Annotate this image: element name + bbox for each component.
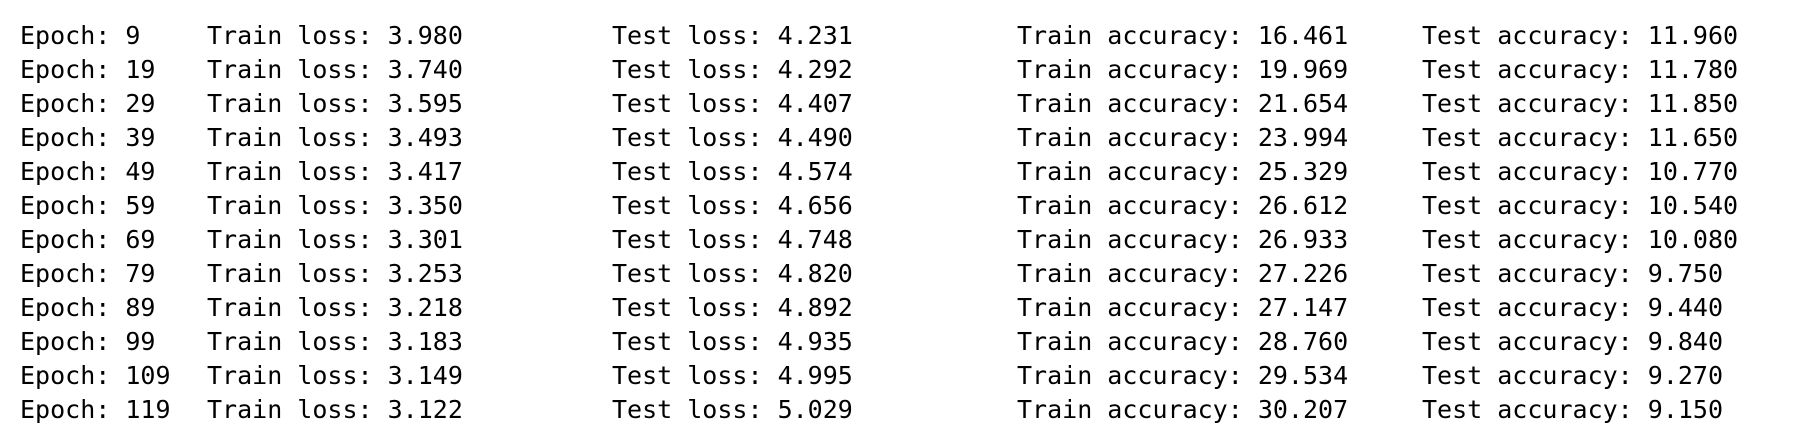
epoch-label: Epoch: 89: [20, 293, 156, 322]
train-accuracy-value: Train accuracy: 26.612: [1017, 191, 1349, 220]
train-loss-value: Train loss: 3.493: [207, 123, 463, 152]
log-line: Epoch: 79 Train loss: 3.253 Test loss: 4…: [0, 257, 1802, 291]
train-loss-value: Train loss: 3.595: [207, 89, 463, 118]
train-loss-value: Train loss: 3.980: [207, 21, 463, 50]
epoch-label: Epoch: 99: [20, 327, 156, 356]
epoch-label: Epoch: 19: [20, 55, 156, 84]
train-accuracy-value: Train accuracy: 26.933: [1017, 225, 1349, 254]
train-loss-value: Train loss: 3.417: [207, 157, 463, 186]
epoch-label: Epoch: 29: [20, 89, 156, 118]
train-loss-value: Train loss: 3.149: [207, 361, 463, 390]
test-accuracy-value: Test accuracy: 9.270: [1422, 361, 1724, 390]
train-accuracy-value: Train accuracy: 29.534: [1017, 361, 1349, 390]
epoch-label: Epoch: 59: [20, 191, 156, 220]
epoch-label: Epoch: 119: [20, 395, 171, 424]
train-loss-value: Train loss: 3.301: [207, 225, 463, 254]
train-loss-value: Train loss: 3.253: [207, 259, 463, 288]
log-line: Epoch: 49 Train loss: 3.417 Test loss: 4…: [0, 155, 1802, 189]
log-line: Epoch: 59 Train loss: 3.350 Test loss: 4…: [0, 189, 1802, 223]
train-loss-value: Train loss: 3.183: [207, 327, 463, 356]
train-loss-value: Train loss: 3.350: [207, 191, 463, 220]
train-accuracy-value: Train accuracy: 21.654: [1017, 89, 1349, 118]
train-accuracy-value: Train accuracy: 27.226: [1017, 259, 1349, 288]
test-accuracy-value: Test accuracy: 9.150: [1422, 395, 1724, 424]
test-loss-value: Test loss: 4.995: [612, 361, 853, 390]
test-accuracy-value: Test accuracy: 11.960: [1422, 21, 1739, 50]
log-line: Epoch: 69 Train loss: 3.301 Test loss: 4…: [0, 223, 1802, 257]
epoch-label: Epoch: 39: [20, 123, 156, 152]
log-line: Epoch: 119 Train loss: 3.122 Test loss: …: [0, 393, 1802, 427]
test-accuracy-value: Test accuracy: 10.540: [1422, 191, 1739, 220]
log-line: Epoch: 29 Train loss: 3.595 Test loss: 4…: [0, 87, 1802, 121]
test-loss-value: Test loss: 4.935: [612, 327, 853, 356]
test-loss-value: Test loss: 4.820: [612, 259, 853, 288]
epoch-label: Epoch: 49: [20, 157, 156, 186]
test-loss-value: Test loss: 4.407: [612, 89, 853, 118]
epoch-label: Epoch: 9: [20, 21, 141, 50]
log-line: Epoch: 9 Train loss: 3.980 Test loss: 4.…: [0, 19, 1802, 53]
test-accuracy-value: Test accuracy: 10.770: [1422, 157, 1739, 186]
test-loss-value: Test loss: 4.892: [612, 293, 853, 322]
test-accuracy-value: Test accuracy: 11.780: [1422, 55, 1739, 84]
train-accuracy-value: Train accuracy: 19.969: [1017, 55, 1349, 84]
test-loss-value: Test loss: 5.029: [612, 395, 853, 424]
epoch-label: Epoch: 69: [20, 225, 156, 254]
log-line: Epoch: 19 Train loss: 3.740 Test loss: 4…: [0, 53, 1802, 87]
train-accuracy-value: Train accuracy: 27.147: [1017, 293, 1349, 322]
test-accuracy-value: Test accuracy: 11.850: [1422, 89, 1739, 118]
test-accuracy-value: Test accuracy: 11.650: [1422, 123, 1739, 152]
log-line: Epoch: 109 Train loss: 3.149 Test loss: …: [0, 359, 1802, 393]
test-accuracy-value: Test accuracy: 10.080: [1422, 225, 1739, 254]
train-loss-value: Train loss: 3.218: [207, 293, 463, 322]
test-loss-value: Test loss: 4.574: [612, 157, 853, 186]
epoch-label: Epoch: 109: [20, 361, 171, 390]
log-line: Epoch: 39 Train loss: 3.493 Test loss: 4…: [0, 121, 1802, 155]
test-accuracy-value: Test accuracy: 9.840: [1422, 327, 1724, 356]
train-accuracy-value: Train accuracy: 16.461: [1017, 21, 1349, 50]
test-loss-value: Test loss: 4.231: [612, 21, 853, 50]
train-accuracy-value: Train accuracy: 30.207: [1017, 395, 1349, 424]
test-loss-value: Test loss: 4.490: [612, 123, 853, 152]
test-accuracy-value: Test accuracy: 9.750: [1422, 259, 1724, 288]
epoch-label: Epoch: 79: [20, 259, 156, 288]
train-accuracy-value: Train accuracy: 25.329: [1017, 157, 1349, 186]
test-loss-value: Test loss: 4.656: [612, 191, 853, 220]
test-accuracy-value: Test accuracy: 9.440: [1422, 293, 1724, 322]
train-loss-value: Train loss: 3.122: [207, 395, 463, 424]
test-loss-value: Test loss: 4.748: [612, 225, 853, 254]
train-accuracy-value: Train accuracy: 28.760: [1017, 327, 1349, 356]
test-loss-value: Test loss: 4.292: [612, 55, 853, 84]
log-line: Epoch: 89 Train loss: 3.218 Test loss: 4…: [0, 291, 1802, 325]
train-accuracy-value: Train accuracy: 23.994: [1017, 123, 1349, 152]
train-loss-value: Train loss: 3.740: [207, 55, 463, 84]
log-line: Epoch: 99 Train loss: 3.183 Test loss: 4…: [0, 325, 1802, 359]
